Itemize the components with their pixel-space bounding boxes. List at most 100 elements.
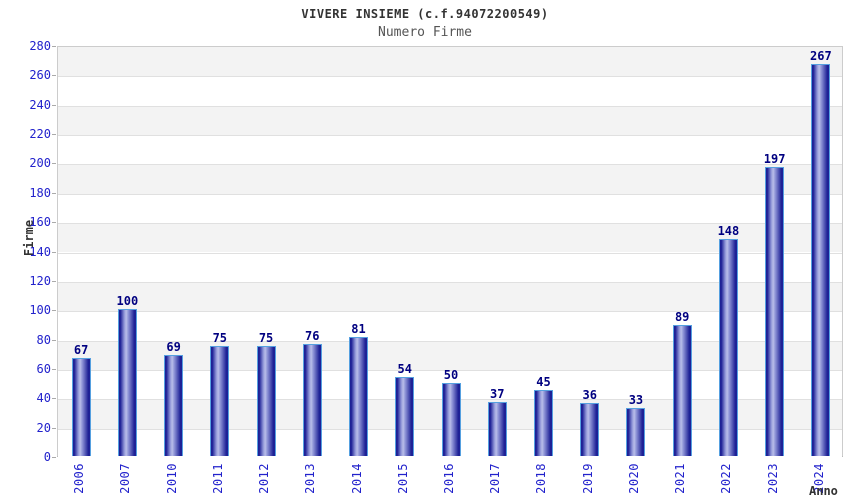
x-tick-label: 2007 xyxy=(118,463,133,494)
y-tick-label: 240 xyxy=(29,97,51,112)
bar-value-label: 50 xyxy=(443,368,459,382)
y-tick-label: 20 xyxy=(36,420,51,435)
grid-line xyxy=(58,105,842,107)
x-tick-label: 2021 xyxy=(673,463,688,494)
bar xyxy=(533,390,553,456)
y-tick-label: 40 xyxy=(36,391,51,406)
y-tick-mark xyxy=(52,427,56,429)
bar xyxy=(395,377,415,456)
plot-band xyxy=(58,76,842,106)
y-tick-mark xyxy=(52,398,56,400)
plot-band xyxy=(58,105,842,136)
bar-value-label: 75 xyxy=(212,331,228,345)
y-tick-label: 0 xyxy=(43,450,51,464)
y-tick-mark xyxy=(52,75,56,77)
y-tick-mark xyxy=(52,310,56,312)
plot-band xyxy=(58,193,842,224)
bar-value-label: 81 xyxy=(351,322,366,336)
y-tick-label: 200 xyxy=(29,156,51,171)
x-tick-label: 2010 xyxy=(164,463,179,494)
y-tick-mark xyxy=(52,368,56,370)
bar xyxy=(164,355,184,456)
plot-area: 67 100 69 75 75 76 81 54 50 37 45 36 33 89 148 197 267 xyxy=(57,46,843,458)
bar-value-label: 45 xyxy=(536,375,551,389)
x-tick-label: 2006 xyxy=(72,463,87,494)
bar xyxy=(718,239,738,456)
x-tick-label: 2020 xyxy=(626,463,641,494)
y-tick-label: 60 xyxy=(36,361,51,376)
y-tick-mark xyxy=(52,339,56,341)
bar-value-label: 89 xyxy=(674,310,690,324)
bar xyxy=(349,337,369,456)
y-tick-label: 120 xyxy=(29,273,51,288)
grid-line xyxy=(58,193,842,195)
plot-band xyxy=(58,223,842,253)
x-tick-label: 2017 xyxy=(488,463,503,494)
bar xyxy=(441,383,461,456)
x-tick-label: 2013 xyxy=(303,463,318,494)
grid-line xyxy=(58,281,842,283)
bar-value-label: 69 xyxy=(166,340,181,354)
bar-value-label: 267 xyxy=(810,49,832,63)
y-tick-mark xyxy=(52,251,56,253)
bar-value-label: 67 xyxy=(73,343,89,357)
y-tick-mark xyxy=(52,222,56,224)
grid-line xyxy=(58,340,842,342)
y-tick-label: 140 xyxy=(29,244,51,259)
grid-line xyxy=(58,369,842,371)
bar-value-label: 37 xyxy=(490,387,505,401)
x-tick-label: 2019 xyxy=(580,463,595,494)
y-tick-label: 280 xyxy=(29,39,51,53)
y-tick-label: 180 xyxy=(29,185,51,200)
bar-value-label: 148 xyxy=(717,224,740,238)
chart-subtitle: Numero Firme xyxy=(378,25,472,40)
y-tick-mark xyxy=(52,280,56,282)
y-tick-mark xyxy=(52,46,56,47)
x-tick-label: 2015 xyxy=(395,463,410,494)
plot-band xyxy=(58,164,842,194)
grid-line xyxy=(58,252,842,254)
bar-value-label: 197 xyxy=(763,152,786,166)
bar-value-label: 54 xyxy=(397,362,412,376)
bar xyxy=(71,358,91,456)
bar-value-label: 75 xyxy=(258,331,274,345)
plot-band xyxy=(58,47,842,77)
x-tick-label: 2023 xyxy=(765,463,780,494)
bar xyxy=(256,346,276,456)
y-tick-label: 260 xyxy=(29,68,51,83)
y-tick-label: 160 xyxy=(29,215,51,230)
bar-value-label: 33 xyxy=(628,393,644,407)
plot-band xyxy=(58,311,842,341)
x-tick-label: 2011 xyxy=(210,463,225,494)
x-tick-label: 2012 xyxy=(257,463,272,494)
x-tick-label: 2018 xyxy=(534,463,549,494)
bar-value-label: 76 xyxy=(305,329,320,343)
bar-value-label: 100 xyxy=(116,294,139,308)
grid-line xyxy=(58,223,842,225)
y-tick-label: 100 xyxy=(29,303,51,318)
y-tick-mark xyxy=(52,134,56,136)
y-tick-label: 220 xyxy=(29,127,51,142)
grid-line xyxy=(58,311,842,313)
y-tick-mark xyxy=(52,104,56,106)
bar xyxy=(302,344,322,456)
x-tick-label: 2022 xyxy=(719,463,734,494)
y-tick-mark xyxy=(52,457,56,458)
bar xyxy=(626,408,646,456)
plot-band xyxy=(58,135,842,165)
y-tick-mark xyxy=(52,192,56,194)
bar xyxy=(580,403,600,456)
x-axis-title: Anno xyxy=(809,484,838,498)
bar xyxy=(117,309,137,456)
plot-band xyxy=(58,340,842,370)
y-tick-mark xyxy=(52,163,56,165)
bar xyxy=(210,346,230,456)
bar xyxy=(487,402,507,456)
bar xyxy=(765,167,785,456)
x-tick-label: 2014 xyxy=(349,463,364,494)
bar xyxy=(672,325,692,456)
plot-band xyxy=(58,281,842,312)
grid-line xyxy=(58,135,842,137)
chart-title: VIVERE INSIEME (c.f.94072200549) xyxy=(301,7,549,21)
